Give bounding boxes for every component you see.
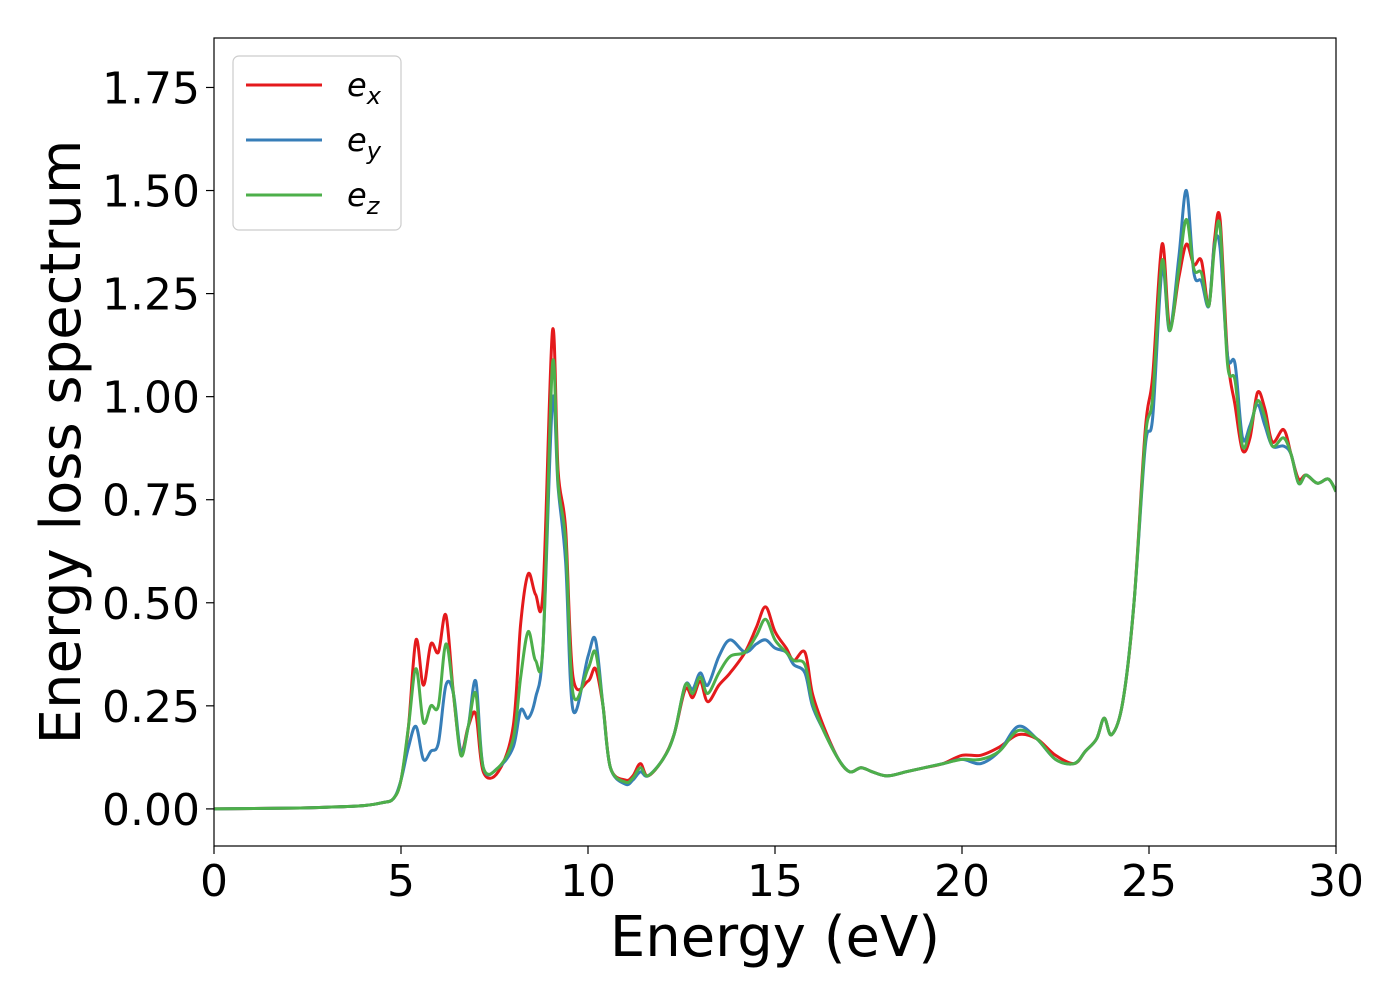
x-tick-label: 5 xyxy=(387,856,415,907)
y-tick-label: 0.50 xyxy=(102,579,200,630)
legend-label: ey xyxy=(347,121,382,165)
x-tick-label: 0 xyxy=(200,856,228,907)
x-tick-label: 30 xyxy=(1308,856,1364,907)
legend-item-x: ex xyxy=(246,66,382,110)
y-tick-label: 0.75 xyxy=(102,476,200,527)
series-layer xyxy=(214,188,1336,811)
legend-label-subscript: x xyxy=(366,82,382,110)
y-tick-label: 0.25 xyxy=(102,682,200,733)
legend-label: ex xyxy=(347,66,382,110)
y-tick-label: 0.00 xyxy=(102,785,200,836)
legend-label-base: e xyxy=(347,176,367,214)
y-tick-label: 1.50 xyxy=(102,167,200,218)
x-tick-label: 15 xyxy=(747,856,803,907)
y-axis-title: Energy loss spectrum xyxy=(29,140,94,745)
y-tick-label: 1.00 xyxy=(102,373,200,424)
y-tick-label: 1.25 xyxy=(102,270,200,321)
legend-label-subscript: z xyxy=(366,192,381,220)
x-tick-label: 20 xyxy=(934,856,990,907)
series-line-y xyxy=(214,188,1336,811)
x-tick-label: 10 xyxy=(560,856,616,907)
x-axis-title: Energy (eV) xyxy=(610,905,940,970)
series-line-z xyxy=(214,217,1336,811)
x-tick-label: 25 xyxy=(1121,856,1177,907)
legend-label-base: e xyxy=(347,66,367,104)
y-tick-label: 1.75 xyxy=(102,63,200,114)
legend-box xyxy=(232,55,402,231)
legend-label: ez xyxy=(347,176,381,220)
x-axis: 0 5 10 15 20 25 30 xyxy=(200,846,1364,907)
legend-item-y: ey xyxy=(246,121,382,165)
legend-item-z: ez xyxy=(246,176,381,220)
legend-label-subscript: y xyxy=(366,137,382,165)
legend-label-base: e xyxy=(347,121,367,159)
y-axis: 0.00 0.25 0.50 0.75 1.00 1.25 1.50 1.75 xyxy=(102,63,214,836)
